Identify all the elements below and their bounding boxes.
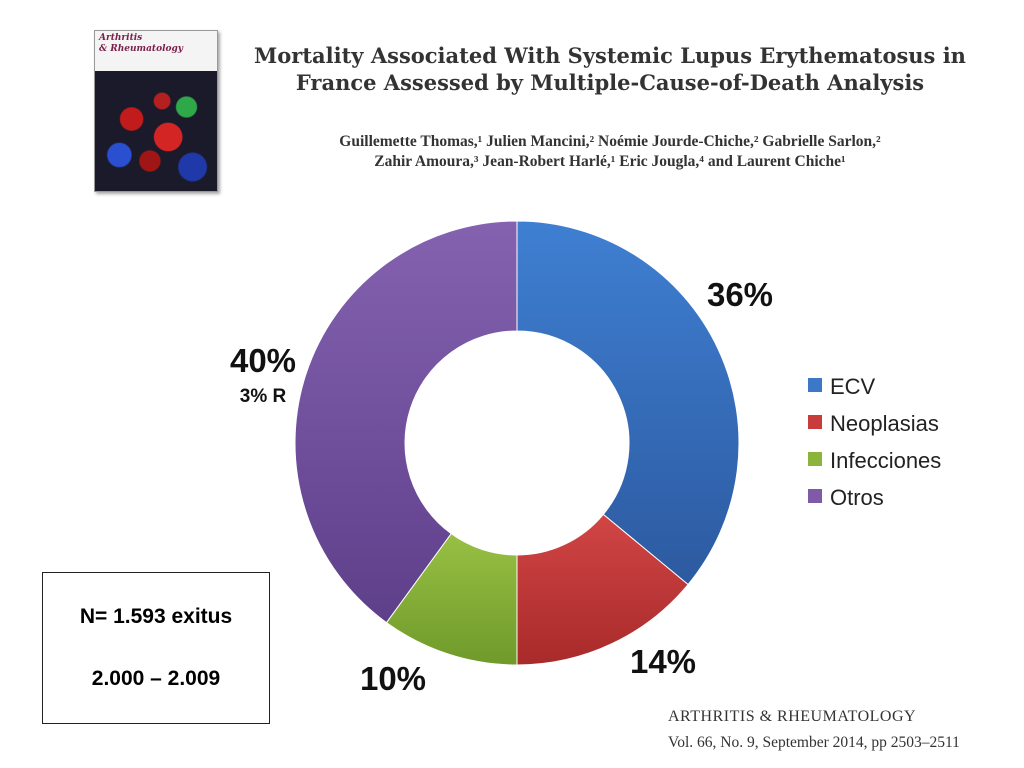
journal-cover-header: Arthritis & Rheumatology (95, 31, 217, 71)
journal-cover-image: Arthritis & Rheumatology (94, 30, 218, 192)
journal-cover-logo-line-1: Arthritis (99, 33, 143, 43)
sub-annotation-label: 3% R (240, 386, 287, 407)
citation-journal: ARTHRITIS & RHEUMATOLOGY (668, 708, 917, 725)
legend-swatch-infecciones (808, 452, 822, 466)
sample-info-box: N= 1.593 exitus 2.000 – 2.009 (42, 572, 270, 724)
journal-cover-logo: Arthritis & Rheumatology (99, 33, 183, 55)
legend-swatch-otros (808, 489, 822, 503)
legend-label-otros: Otros (830, 485, 884, 510)
authors-line-1: Guillemette Thomas,¹ Julien Mancini,² No… (339, 133, 881, 150)
legend-item-infecciones: Infecciones (808, 448, 941, 473)
data-label-infecciones: 10% (360, 660, 426, 697)
legend-item-neoplasias: Neoplasias (808, 411, 939, 436)
legend-label-ecv: ECV (830, 374, 876, 399)
data-label-ecv: 36% (707, 276, 773, 313)
data-label-neoplasias: 14% (630, 643, 696, 680)
paper-title-line-1: Mortality Associated With Systemic Lupus… (254, 43, 966, 68)
legend-swatch-neoplasias (808, 415, 822, 429)
legend-label-infecciones: Infecciones (830, 448, 941, 473)
data-label-otros: 40% (230, 342, 296, 379)
citation-volume: Vol. 66, No. 9, September 2014, pp 2503–… (668, 734, 960, 751)
sample-size-text: N= 1.593 exitus (79, 605, 233, 628)
legend-item-otros: Otros (808, 485, 884, 510)
donut-slice-ecv (516, 220, 740, 586)
date-range-text: 2.000 – 2.009 (91, 667, 221, 690)
legend-swatch-ecv (808, 378, 822, 392)
donut-slice-otros (294, 220, 518, 624)
legend-label-neoplasias: Neoplasias (830, 411, 939, 436)
authors-line-2: Zahir Amoura,³ Jean-Robert Harlé,¹ Eric … (374, 153, 846, 170)
journal-cover-art (95, 71, 217, 191)
paper-title-line-2: France Assessed by Multiple-Cause-of-Dea… (295, 70, 925, 95)
journal-cover-logo-line-2: & Rheumatology (99, 44, 184, 54)
legend-item-ecv: ECV (808, 374, 876, 399)
